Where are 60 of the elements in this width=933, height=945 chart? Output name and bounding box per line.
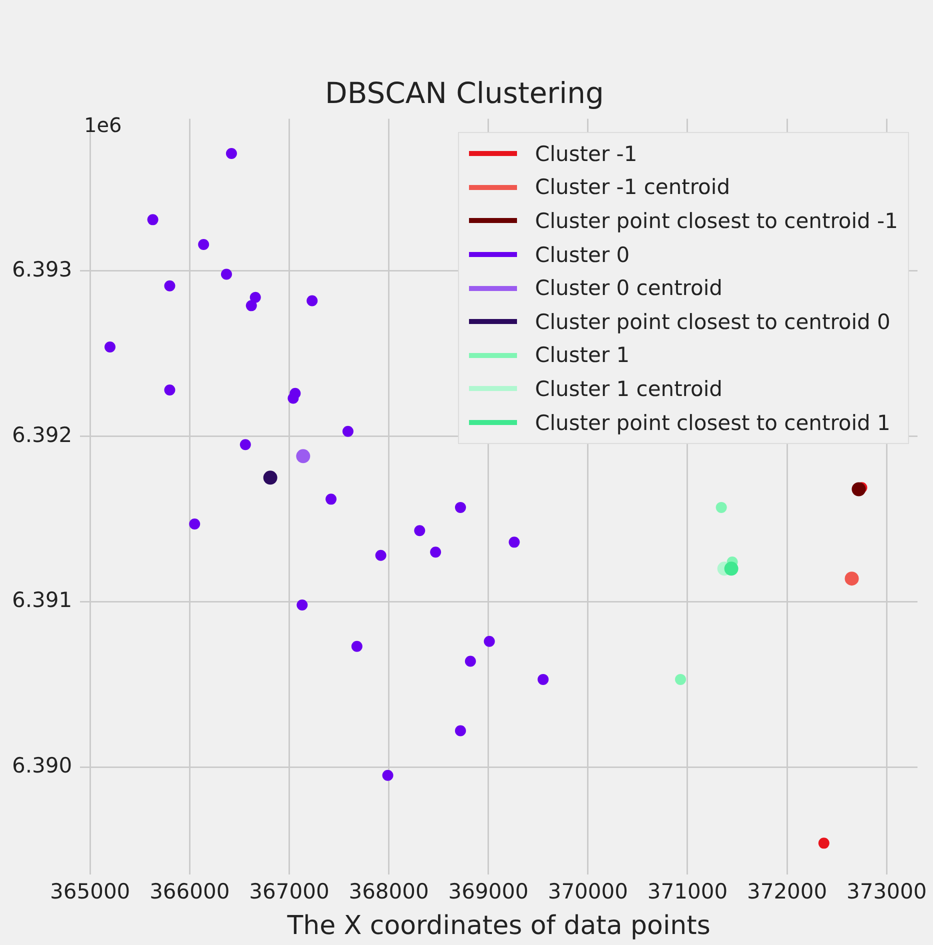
point xyxy=(414,525,426,536)
point xyxy=(454,725,466,736)
point xyxy=(342,426,354,437)
y-tick-label: 6.393 xyxy=(12,257,72,282)
point xyxy=(430,546,442,558)
point xyxy=(375,550,386,561)
point xyxy=(296,600,308,611)
point xyxy=(198,238,210,250)
x-axis-title: The X coordinates of data points xyxy=(286,911,710,942)
point xyxy=(382,770,394,781)
legend-label: Cluster point closest to centroid 0 xyxy=(535,310,890,334)
point xyxy=(240,439,251,450)
legend-label: Cluster point closest to centroid -1 xyxy=(535,208,898,233)
point xyxy=(844,572,859,586)
y-tick-label: 6.391 xyxy=(12,588,72,612)
point xyxy=(818,838,830,849)
point xyxy=(263,470,278,485)
annotation: 1e6 xyxy=(84,113,122,138)
point xyxy=(508,536,520,548)
x-tick-label: 366000 xyxy=(150,880,230,904)
x-tick-label: 369000 xyxy=(448,880,528,904)
x-tick-label: 370000 xyxy=(548,880,628,904)
point xyxy=(104,342,116,353)
legend-label: Cluster 1 xyxy=(535,343,630,368)
point xyxy=(351,640,362,652)
point xyxy=(538,674,549,685)
point xyxy=(164,280,176,292)
legend-label: Cluster 0 centroid xyxy=(535,276,722,300)
point xyxy=(454,502,466,513)
point xyxy=(724,562,738,576)
point xyxy=(246,300,257,312)
point xyxy=(852,482,866,496)
legend-label: Cluster -1 xyxy=(535,142,638,166)
x-tick-label: 368000 xyxy=(348,880,429,904)
point xyxy=(250,292,261,303)
point xyxy=(226,148,237,160)
point xyxy=(189,518,200,530)
point xyxy=(464,656,476,667)
y-tick-label: 6.390 xyxy=(12,754,72,778)
x-tick-label: 373000 xyxy=(846,880,927,904)
legend-label: Cluster 1 centroid xyxy=(535,376,722,401)
point xyxy=(164,384,176,396)
legend-label: Cluster point closest to centroid 1 xyxy=(535,410,890,435)
point xyxy=(147,214,158,226)
x-tick-label: 365000 xyxy=(50,880,130,904)
y-tick-label: 6.392 xyxy=(12,422,72,447)
x-tick-label: 367000 xyxy=(249,880,330,904)
legend-label: Cluster -1 centroid xyxy=(535,175,730,200)
point xyxy=(484,636,495,647)
point xyxy=(288,392,299,404)
chart-title: DBSCAN Clustering xyxy=(325,76,604,110)
point xyxy=(306,295,318,306)
legend-label: Cluster 0 xyxy=(535,242,630,267)
point xyxy=(716,502,727,513)
point xyxy=(675,674,686,685)
point xyxy=(220,268,232,280)
x-tick-label: 372000 xyxy=(746,880,828,904)
point xyxy=(296,449,310,464)
x-tick-label: 371000 xyxy=(647,880,728,904)
point xyxy=(326,494,337,505)
